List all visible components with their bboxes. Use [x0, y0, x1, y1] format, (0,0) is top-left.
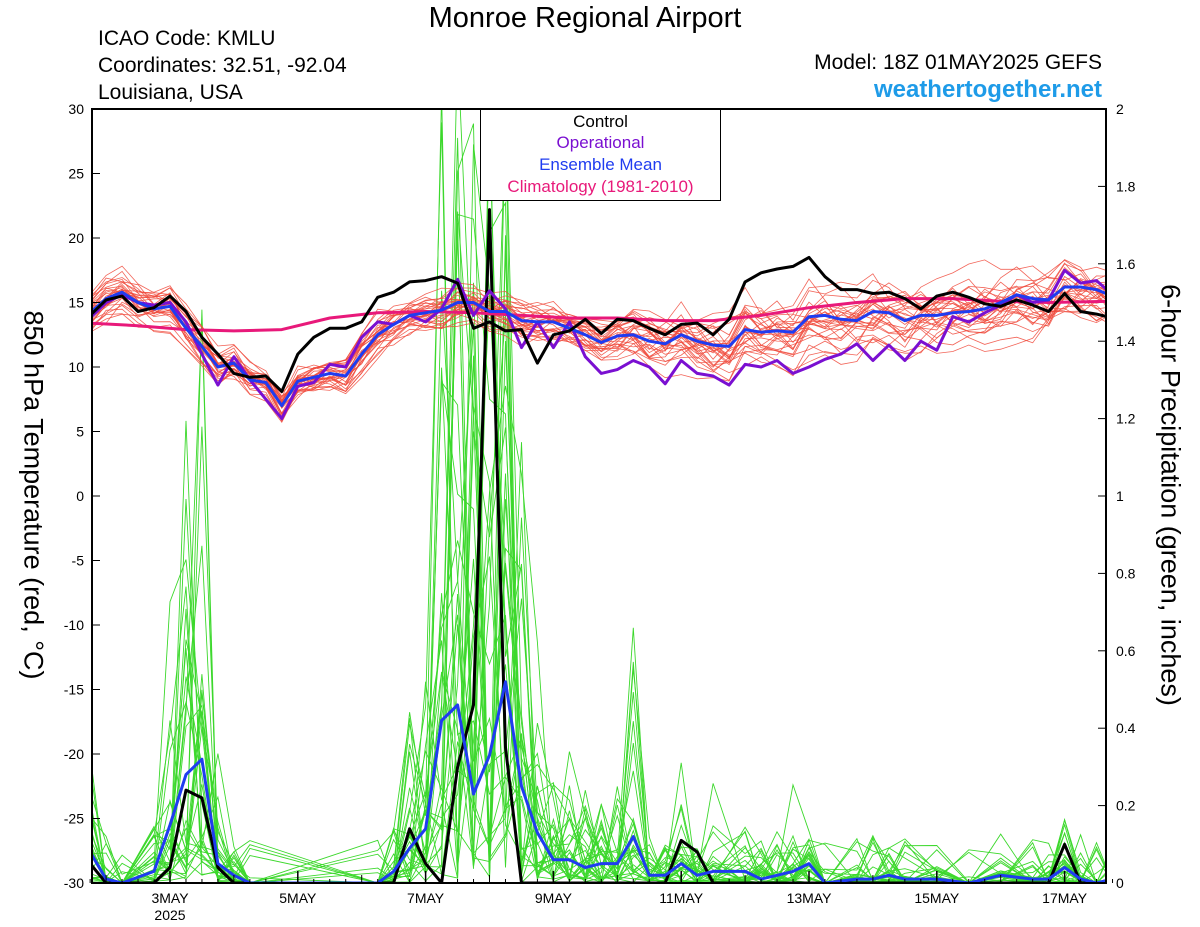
- operational-temperature-line: [92, 268, 1106, 421]
- control-temperature-line: [92, 255, 1106, 393]
- precip-member-line: [92, 133, 1106, 883]
- precip-member-line: [92, 325, 1106, 883]
- axes-layer: 302520151050-5-10-15-20-25-3021.81.61.41…: [64, 101, 1136, 923]
- precip-member-line: [92, 222, 1106, 883]
- series-layer: [92, 208, 1106, 883]
- legend-climatology: Climatology (1981-2010): [507, 177, 694, 196]
- y2-tick-label: 2: [1116, 101, 1124, 117]
- temp-member-line: [92, 278, 1106, 403]
- temp-member-line: [92, 270, 1106, 409]
- temp-member-line: [92, 287, 1106, 402]
- y-tick-label: -5: [72, 553, 85, 569]
- chart-title: Monroe Regional Airport: [428, 2, 742, 34]
- temp-member-line: [92, 281, 1106, 414]
- control-precipitation-line: [92, 208, 1106, 883]
- x-tick-label: 3MAY: [151, 890, 189, 906]
- precip-member-line: [92, 235, 1106, 883]
- y2-tick-label: 0: [1116, 875, 1124, 891]
- temp-member-line: [92, 266, 1106, 401]
- y-tick-label: 10: [68, 359, 84, 375]
- y-tick-label: 0: [76, 488, 84, 504]
- y-tick-label: -25: [64, 811, 84, 827]
- legend-ensemble-mean: Ensemble Mean: [539, 155, 662, 174]
- precip-member-line: [92, 380, 1106, 883]
- x-tick-label: 11MAY: [659, 890, 703, 906]
- precip-member-line: [92, 406, 1106, 883]
- y2-tick-label: 0.6: [1116, 643, 1136, 659]
- x-tick-label: 5MAY: [279, 890, 317, 906]
- precip-member-line: [92, 110, 1106, 883]
- precip-member-line: [92, 123, 1106, 883]
- legend-control: Control: [573, 112, 628, 131]
- ensemble-mean-temperature-line: [92, 285, 1106, 408]
- icao-code: ICAO Code: KMLU: [98, 27, 276, 50]
- y2-tick-label: 0.8: [1116, 565, 1136, 581]
- precip-member-line: [92, 109, 1106, 883]
- x-tick-label: 15MAY: [914, 890, 960, 906]
- x-tick-label: 17MAY: [1042, 890, 1088, 906]
- climatology-1981-2010-temperature-line: [92, 297, 1106, 333]
- y-tick-label: 20: [68, 230, 84, 246]
- coordinates: Coordinates: 32.51, -92.04: [98, 54, 347, 77]
- precip-member-line: [92, 540, 1106, 883]
- precip-member-line: [92, 315, 1106, 883]
- precip-member-line: [92, 123, 1106, 883]
- precip-member-line: [92, 563, 1106, 883]
- legend-operational: Operational: [556, 133, 645, 152]
- y-tick-label: -20: [64, 746, 84, 762]
- y-tick-label: 5: [76, 424, 84, 440]
- precip-member-line: [92, 427, 1106, 883]
- y-tick-label: 30: [68, 101, 84, 117]
- temp-member-line: [92, 262, 1106, 415]
- precip-member-line: [92, 376, 1106, 883]
- precip-member-line: [92, 664, 1106, 883]
- ensemble-mean-precipitation-line: [92, 680, 1106, 883]
- y-tick-label: -10: [64, 617, 84, 633]
- y2-tick-label: 1.6: [1116, 256, 1136, 272]
- y-tick-label: -15: [64, 682, 84, 698]
- y-axis-left-label: 850 hPa Temperature (red, °C): [18, 310, 49, 680]
- y-tick-label: 15: [68, 295, 84, 311]
- precip-member-line: [92, 137, 1106, 883]
- precip-member-line: [92, 122, 1106, 883]
- y2-tick-label: 1.4: [1116, 333, 1136, 349]
- y-tick-label: -30: [64, 875, 84, 891]
- y-tick-label: 25: [68, 166, 84, 182]
- model-run: Model: 18Z 01MAY2025 GEFS: [814, 51, 1102, 74]
- x-tick-label: 13MAY: [787, 890, 833, 906]
- y2-tick-label: 1.8: [1116, 178, 1136, 194]
- y2-tick-label: 1.2: [1116, 411, 1136, 427]
- temp-member-line: [92, 263, 1106, 415]
- x-tick-label: 7MAY: [407, 890, 445, 906]
- location: Louisiana, USA: [98, 81, 243, 104]
- y2-tick-label: 0.2: [1116, 798, 1136, 814]
- y2-tick-label: 1: [1116, 488, 1124, 504]
- y-axis-right-label: 6-hour Precipitation (green, inches): [1155, 284, 1186, 706]
- site-name: weathertogether.net: [873, 76, 1102, 103]
- precip-member-line: [92, 598, 1106, 883]
- x-year-label: 2025: [154, 907, 185, 923]
- precip-member-line: [92, 201, 1106, 883]
- x-tick-label: 9MAY: [535, 890, 573, 906]
- y2-tick-label: 0.4: [1116, 720, 1136, 736]
- precip-member-line: [92, 556, 1106, 883]
- plot-frame: [91, 108, 1107, 884]
- precip-member-line: [92, 109, 1106, 883]
- legend: Control Operational Ensemble Mean Climat…: [480, 109, 721, 201]
